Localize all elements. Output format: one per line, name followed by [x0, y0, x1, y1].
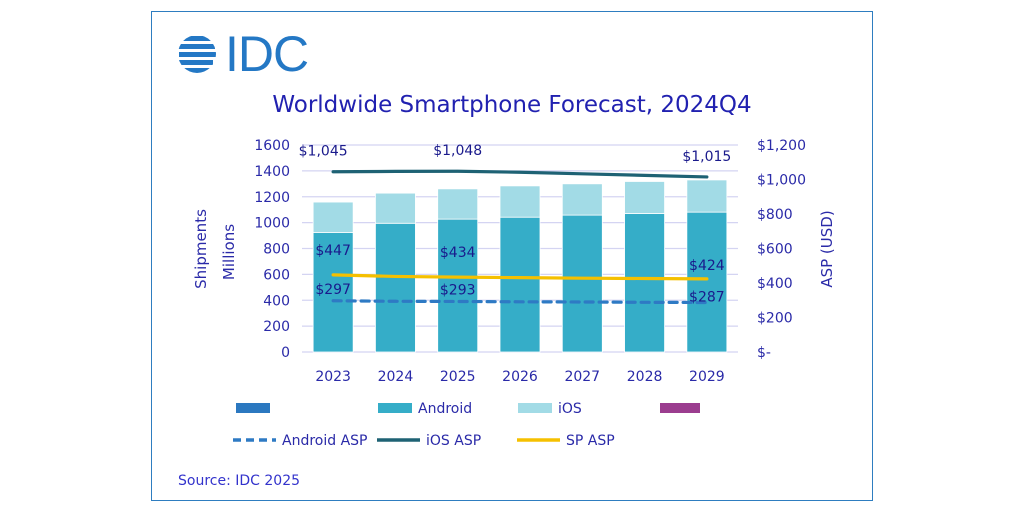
chart-frame	[151, 11, 873, 501]
source-note: Source: IDC 2025	[178, 473, 301, 489]
idc-logo: IDC	[175, 26, 309, 82]
idc-globe-icon	[178, 36, 216, 73]
idc-logo-text: IDC	[225, 26, 309, 82]
chart-title: Worldwide Smartphone Forecast, 2024Q4	[272, 92, 752, 118]
